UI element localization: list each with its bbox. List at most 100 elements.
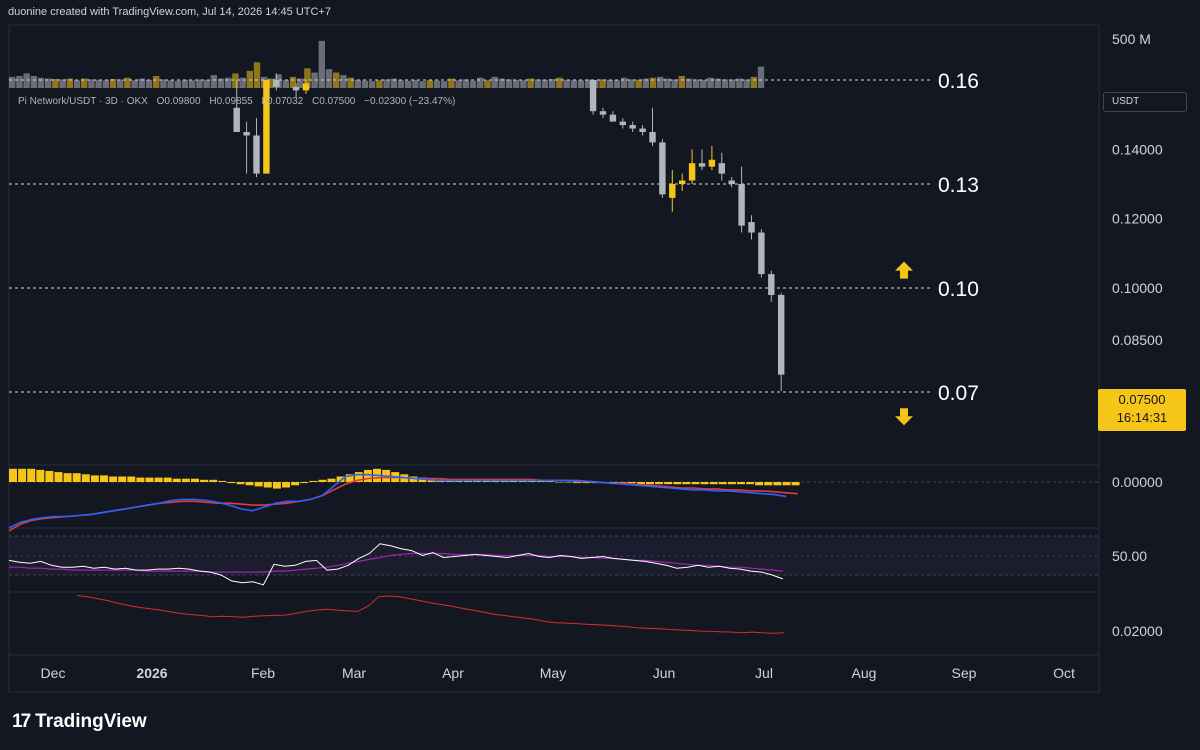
volume-bar <box>153 76 160 88</box>
volume-bar <box>642 78 649 88</box>
macd-histogram-bar <box>118 476 127 482</box>
volume-bar <box>606 79 613 88</box>
macd-histogram-bar <box>700 482 709 485</box>
time-axis-label: May <box>540 665 566 681</box>
macd-zero-label: 0.00000 <box>1112 474 1163 490</box>
macd-histogram-bar <box>464 480 472 482</box>
macd-histogram-bar <box>536 480 545 482</box>
macd-histogram-bar <box>473 480 482 482</box>
macd-histogram-bar <box>236 482 245 485</box>
volume-bar <box>433 80 441 88</box>
volume-bar <box>124 77 131 88</box>
volume-bar <box>16 76 23 88</box>
price-tick-label: 0.08500 <box>1112 332 1163 348</box>
volume-bar <box>577 80 585 88</box>
volume-bar <box>225 77 232 88</box>
volume-bar <box>649 77 657 88</box>
volume-bar <box>534 79 541 88</box>
volume-bars <box>9 40 765 88</box>
currency-selector[interactable]: USDT <box>1103 92 1187 112</box>
candle-body <box>659 142 666 195</box>
macd-indicator <box>8 468 1099 532</box>
macd-histogram-bar <box>409 476 418 482</box>
macd-histogram-bar <box>509 480 518 482</box>
macd-histogram-bar <box>709 482 718 485</box>
candle-body <box>698 163 706 167</box>
candle-body <box>629 125 636 129</box>
last-price-tag: 0.07500 16:14:31 <box>1098 389 1186 431</box>
symbol-name[interactable]: Pi Network/USDT · 3D · OKX <box>18 96 148 107</box>
macd-histogram-bar <box>336 476 345 482</box>
volume-bar <box>448 78 455 88</box>
level-arrows <box>895 261 913 426</box>
volume-bar <box>671 79 678 88</box>
candle-body <box>728 180 735 184</box>
ohlc-open: O0.09800 <box>156 96 201 107</box>
volume-bar <box>419 81 426 88</box>
macd-signal-line <box>8 476 798 532</box>
candle-body <box>718 163 725 174</box>
volume-bar <box>131 80 138 88</box>
time-axis: Dec 2026 Feb Mar Apr May Jun Jul Aug Sep Oct <box>41 665 1075 681</box>
candle-body <box>758 232 765 275</box>
price-tick-label: 0.14000 <box>1112 141 1163 157</box>
macd-histogram-bar <box>263 482 272 488</box>
candle-body <box>243 132 250 136</box>
macd-histogram-bar <box>300 482 309 484</box>
rsi-indicator <box>8 543 783 586</box>
volume-bar <box>203 79 210 88</box>
volume-bar <box>549 79 556 88</box>
macd-histogram-bar <box>482 480 491 482</box>
candle-body <box>748 222 755 233</box>
volume-bar <box>210 75 217 88</box>
candle-body <box>589 80 597 112</box>
volume-bar <box>232 73 239 88</box>
macd-histogram-bar <box>491 480 500 482</box>
volume-bar <box>743 79 750 88</box>
volume-bar <box>102 80 109 88</box>
macd-histogram-bar <box>764 482 773 486</box>
macd-histogram-bar <box>109 476 118 482</box>
volume-bar <box>621 77 628 88</box>
macd-histogram-bar <box>81 474 90 482</box>
volume-bar <box>556 77 563 88</box>
macd-histogram-bar <box>282 482 290 488</box>
macd-histogram-bar <box>673 482 682 485</box>
bottom-indicator <box>76 595 785 634</box>
candle-body <box>639 128 646 132</box>
ohlc-close: C0.07500 <box>312 96 356 107</box>
volume-bar <box>455 80 462 88</box>
macd-histogram-bar <box>791 482 800 486</box>
volume-bar <box>347 77 354 88</box>
volume-bar <box>570 80 577 88</box>
macd-histogram-bar <box>218 480 227 482</box>
macd-histogram-bar <box>500 480 509 482</box>
candle-body <box>768 274 775 295</box>
volume-bar <box>513 79 520 88</box>
volume-bar <box>721 79 729 88</box>
arrow-down-icon <box>895 408 913 426</box>
volume-bar <box>693 79 700 88</box>
tradingview-logo[interactable]: 17 TradingView <box>12 711 147 733</box>
volume-bar <box>297 78 304 88</box>
candle-body <box>679 180 686 184</box>
volume-bar <box>613 80 621 88</box>
volume-bar <box>81 78 88 88</box>
level-label: 0.10 <box>938 278 979 301</box>
macd-histogram-bar <box>454 480 463 482</box>
macd-histogram-bar <box>154 477 163 482</box>
volume-bar <box>657 76 664 88</box>
volume-bar <box>282 80 289 88</box>
macd-histogram-bar <box>163 477 172 482</box>
volume-bar <box>145 79 153 88</box>
macd-histogram-bar <box>27 468 36 482</box>
symbol-legend[interactable]: Pi Network/USDT · 3D · OKX O0.09800 H0.0… <box>18 96 461 107</box>
macd-histogram-bar <box>291 482 300 486</box>
macd-histogram-bar <box>254 482 263 487</box>
macd-histogram-bar <box>573 482 582 484</box>
volume-bar <box>239 77 246 88</box>
volume-bar <box>405 80 412 88</box>
volume-bar <box>714 78 721 88</box>
volume-bar <box>196 79 203 88</box>
